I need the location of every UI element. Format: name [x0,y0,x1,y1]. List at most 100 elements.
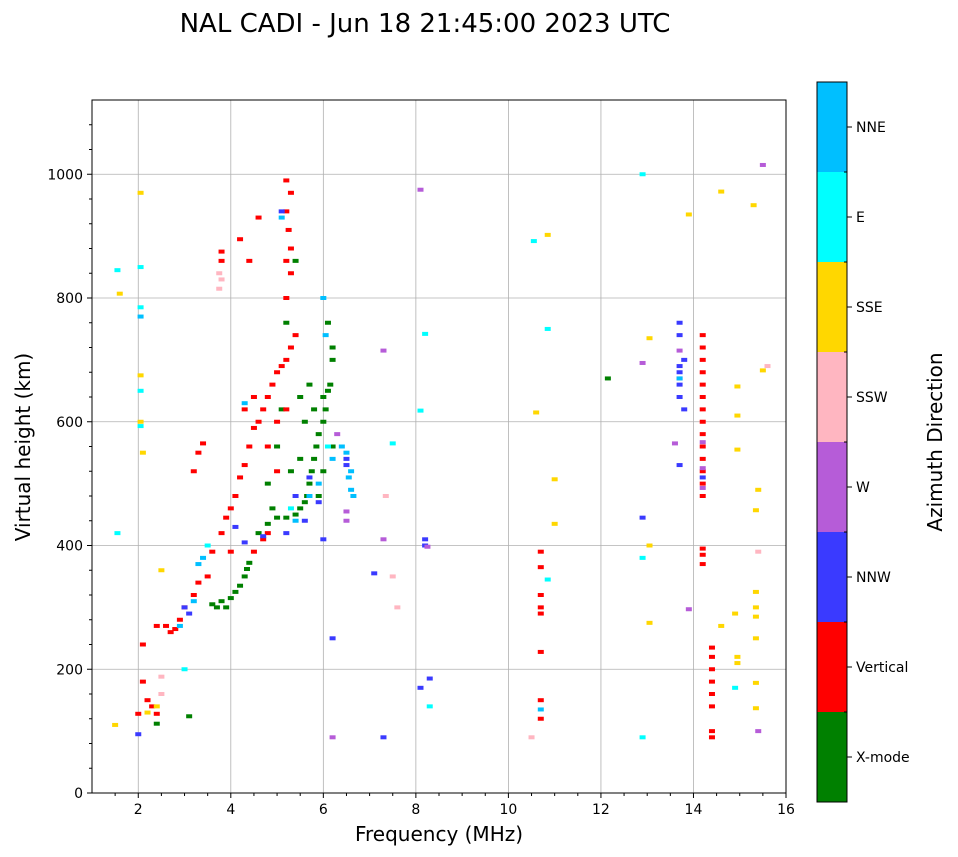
data-point-vertical [274,370,281,375]
data-point-nnw [260,534,267,539]
data-point-w [334,432,341,437]
data-point-e [137,388,144,393]
data-point-vertical [708,692,715,696]
data-point-vertical [285,227,292,232]
colorbar-tick-label: SSW [856,390,888,406]
data-point-sse [685,212,692,217]
data-point-vertical [264,395,271,399]
data-point-x-mode [311,407,318,412]
data-point-vertical [283,296,290,300]
data-point-vertical [209,549,216,554]
data-point-nnw [283,531,290,536]
data-point-vertical [708,704,715,709]
data-point-sse [137,419,144,424]
data-point-x-mode [297,395,304,399]
colorbar-segment-sse [817,262,847,352]
data-point-vertical [278,364,285,369]
data-point-x-mode [227,596,234,601]
data-point-nnw [380,735,387,740]
data-point-vertical [699,552,706,557]
data-point-sse [139,450,146,455]
data-point-x-mode [324,320,331,325]
colorbar-tick-label: SSE [856,300,883,316]
data-point-vertical [149,704,156,709]
data-point-sse [750,203,757,208]
data-point-x-mode [186,714,193,719]
data-point-e [114,268,121,273]
data-point-nne [329,456,336,461]
y-tick-label: 600 [56,415,83,431]
data-point-e [287,506,294,511]
data-point-e [114,531,121,536]
data-point-nne [322,333,329,338]
data-point-e [137,265,144,270]
x-tick-label: 10 [499,802,517,818]
data-point-ssw [158,674,165,679]
data-point-sse [752,706,759,711]
data-point-x-mode [223,605,230,610]
data-point-x-mode [329,357,336,362]
data-point-x-mode [604,376,611,381]
y-tick-label: 400 [56,539,83,555]
x-tick-label: 12 [592,802,610,818]
colorbar-label: Azimuth Direction [923,352,947,531]
data-point-sse [752,680,759,685]
data-point-x-mode [283,515,290,520]
data-point-vertical [246,444,253,449]
data-point-sse [153,704,160,709]
grid [92,100,786,793]
data-point-nnw [343,463,350,468]
data-point-vertical [699,419,706,424]
colorbar-tick-label: Vertical [856,660,908,676]
data-point-ssw [216,271,223,276]
data-point-nne [176,623,183,628]
data-point-ssw [389,574,396,579]
data-point-x-mode [237,583,244,588]
data-point-e [417,408,424,413]
chart-title: NAL CADI - Jun 18 21:45:00 2023 UTC [180,9,671,39]
data-point-sse [116,291,123,296]
data-point-ssw [394,605,401,610]
data-point-x-mode [315,494,322,498]
data-point-vertical [537,611,544,616]
data-point-vertical [699,407,706,412]
data-point-vertical [283,178,290,183]
data-point-vertical [200,441,207,446]
data-point-vertical [708,729,715,734]
colorbar-segment-nne [817,82,847,172]
data-point-vertical [699,469,706,474]
data-point-vertical [241,407,248,412]
y-tick-label: 800 [56,291,83,307]
data-point-x-mode [297,456,304,461]
data-point-vertical [287,271,294,276]
data-point-vertical [708,679,715,684]
data-point-vertical [537,716,544,721]
y-axis-label: Virtual height (km) [11,353,35,542]
data-point-nnw [301,518,308,523]
data-point-nnw [315,500,322,505]
data-point-x-mode [274,515,281,520]
data-point-nne [292,518,299,523]
data-point-x-mode [274,444,281,449]
data-point-nne [278,215,285,220]
data-point-e [422,331,429,336]
data-point-x-mode [320,469,327,474]
data-point-w [329,735,336,740]
data-point-vertical [274,419,281,424]
data-point-w [685,607,692,612]
data-point-sse [551,521,558,526]
data-point-vertical [287,345,294,350]
data-point-vertical [163,623,170,628]
data-point-vertical [190,593,197,597]
x-tick-label: 6 [319,802,328,818]
data-point-vertical [708,667,715,672]
data-point-vertical [176,617,183,622]
colorbar-segment-w [817,442,847,532]
data-point-vertical [283,407,290,412]
data-point-x-mode [322,407,329,412]
data-point-vertical [190,469,197,474]
data-point-vertical [227,506,234,511]
data-point-nnw [681,357,688,362]
data-point-x-mode [241,574,248,579]
data-point-vertical [287,246,294,251]
